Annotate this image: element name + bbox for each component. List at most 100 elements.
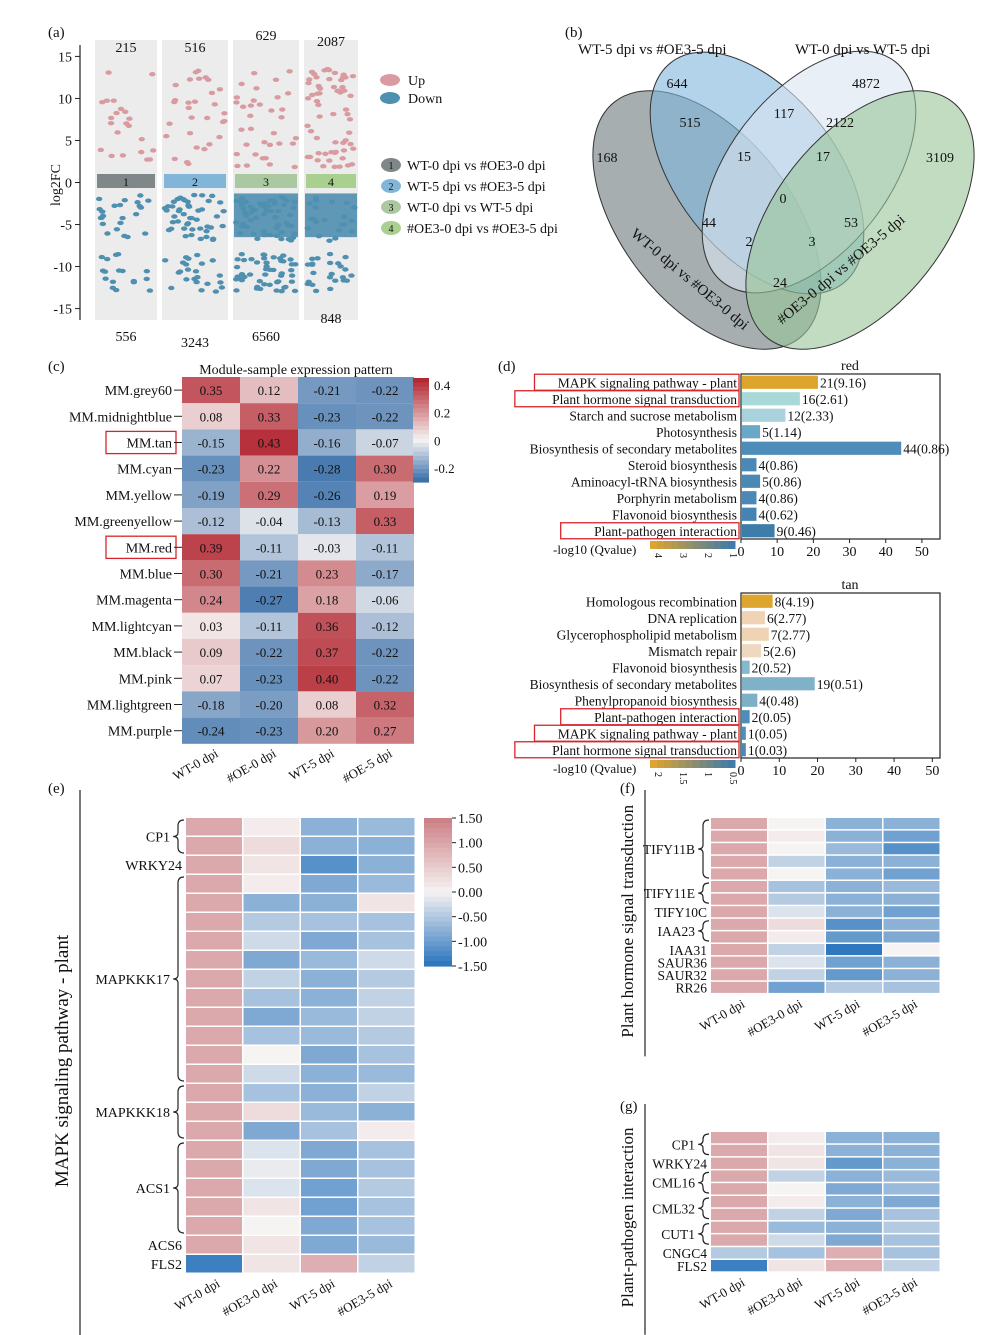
heatmap-cell — [182, 612, 240, 639]
cell-value: -0.18 — [197, 698, 224, 713]
kegg-bar-label: 9(0.46) — [777, 524, 816, 539]
heatmap-cell — [356, 612, 414, 639]
legend-group-number: 4 — [389, 224, 394, 235]
qvalue-legend-step — [713, 760, 722, 768]
up-point — [122, 109, 129, 114]
up-point — [339, 156, 346, 161]
up-point — [188, 115, 195, 120]
kegg-bar — [742, 743, 746, 757]
down-point — [285, 237, 292, 242]
down-point — [348, 273, 355, 278]
heatmap-cell — [883, 906, 940, 918]
down-point — [137, 205, 145, 210]
kegg-bar-label: 44(0.86) — [903, 441, 949, 456]
panel-label-b: (b) — [565, 25, 583, 41]
colorbar-step — [413, 451, 429, 457]
qvalue-legend-tick: 2 — [652, 772, 663, 777]
qvalue-legend-label: -log10 (Qvalue) — [553, 542, 636, 557]
heatmap-cell — [883, 1144, 940, 1157]
down-point — [192, 269, 200, 274]
up-point — [247, 103, 255, 108]
down-point — [209, 237, 217, 242]
down-point — [342, 267, 349, 272]
heatmap-cell — [182, 455, 240, 482]
y-tick-label: 5 — [65, 134, 72, 149]
down-point — [278, 271, 286, 276]
down-point — [208, 193, 216, 199]
colorbar-step — [413, 382, 429, 388]
heatmap-cell — [298, 455, 356, 482]
kegg-bar-label: 4(0.62) — [758, 507, 797, 522]
up-point — [346, 117, 354, 122]
heatmap-cell — [358, 1046, 415, 1064]
heatmap-cell — [301, 1008, 357, 1026]
heatmap-cell — [826, 1247, 882, 1259]
down-point — [270, 267, 277, 273]
heatmap-cell — [358, 1236, 415, 1254]
heatmap-cell — [358, 1198, 415, 1216]
col-label: #OE3-5 dpi — [859, 996, 920, 1040]
cell-value: 0.37 — [316, 645, 339, 660]
kegg-x-tick-label: 50 — [925, 764, 939, 779]
down-point — [146, 288, 154, 293]
up-point — [138, 136, 145, 142]
down-count: 556 — [116, 330, 137, 345]
venn-region-count: 24 — [773, 276, 787, 291]
up-point — [331, 164, 338, 170]
down-point — [262, 272, 269, 277]
cell-value: -0.17 — [371, 567, 399, 582]
down-point — [143, 276, 150, 282]
down-point — [198, 193, 206, 198]
down-point — [182, 233, 189, 239]
heatmap-cell — [243, 1236, 300, 1254]
colorbar-step — [413, 408, 429, 414]
heatmap-cell — [711, 1183, 767, 1195]
qvalue-legend-tick: 4 — [652, 553, 663, 558]
colorbar-step — [413, 421, 429, 427]
colorbar-step — [424, 901, 452, 908]
cell-value: 0.40 — [316, 671, 339, 686]
heatmap-cell — [356, 534, 414, 561]
heatmap-cell — [243, 1046, 300, 1064]
kegg-x-tick-label: 40 — [879, 545, 893, 560]
heatmap-cell — [186, 818, 242, 836]
up-point — [243, 163, 251, 168]
down-point — [217, 200, 224, 205]
colorbar-step — [424, 936, 452, 942]
heatmap-cell — [240, 508, 298, 535]
heatmap-cell — [298, 691, 356, 718]
up-point — [221, 111, 228, 116]
kegg-term-label: MAPK signaling pathway - plant — [558, 375, 737, 390]
heatmap-cell — [883, 956, 940, 968]
colorbar-tick-label: 1.00 — [458, 837, 483, 852]
colorbar-step — [413, 378, 429, 383]
heatmap-cell — [186, 1046, 242, 1064]
heatmap-cell — [826, 969, 882, 981]
colorbar-tick-label: -0.2 — [434, 461, 455, 476]
kegg-term-label: Flavonoid biosynthesis — [612, 507, 737, 522]
qvalue-legend-step — [720, 541, 729, 549]
heatmap-cell — [358, 894, 415, 912]
kegg-bar — [742, 677, 815, 691]
up-point — [103, 98, 111, 103]
kegg-plot-frame — [740, 592, 941, 759]
up-point — [149, 72, 156, 77]
heatmap-cell — [358, 1217, 415, 1235]
up-point — [166, 121, 173, 126]
up-point — [308, 69, 316, 75]
down-point — [161, 258, 169, 263]
heatmap-cell — [186, 1084, 242, 1102]
gene-label: FLS2 — [151, 1258, 182, 1273]
panel-d-kegg-bars: red MAPK signaling pathway - plant 21(9.16… — [514, 359, 949, 785]
down-point — [180, 226, 188, 231]
y-tick-label: 0 — [65, 177, 72, 192]
group-bar — [306, 174, 356, 188]
y-tick-label: 10 — [58, 92, 72, 107]
down-point — [174, 219, 182, 224]
heatmap-cell — [243, 913, 300, 931]
gene-label: CNGC4 — [663, 1246, 708, 1261]
cell-value: -0.27 — [255, 593, 283, 608]
heatmap-cell — [883, 1157, 940, 1169]
row-label: MM.midnightblue — [69, 410, 172, 425]
kegg-term-label: Starch and sucrose metabolism — [569, 408, 737, 423]
